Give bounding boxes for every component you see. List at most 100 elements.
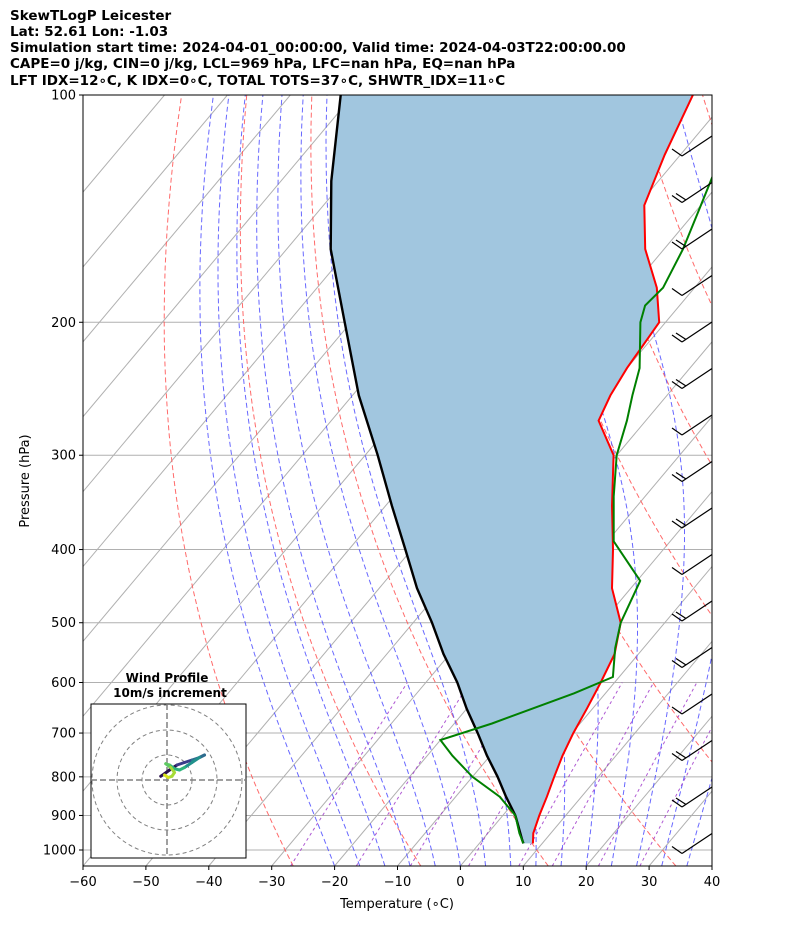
moist-adiabat (199, 95, 336, 866)
wind-barb-flag (675, 797, 687, 806)
wind-barb (681, 461, 713, 482)
wind-barb-flag (675, 750, 687, 759)
isotherm (83, 95, 417, 493)
wind-barb (681, 321, 713, 343)
cin-shading (330, 95, 693, 844)
hodograph-subtitle: 10m/s increment (113, 686, 227, 700)
wind-barb-flag (671, 474, 683, 482)
y-tick-label: 700 (51, 727, 76, 742)
dry-adiabat (636, 95, 712, 307)
wind-barb-flag (671, 288, 683, 296)
wind-barb (681, 507, 713, 529)
moist-adiabat (217, 95, 361, 866)
x-tick-label: 40 (704, 875, 721, 890)
wind-barb (681, 647, 713, 668)
hodograph-inset: Wind Profile 10m/s increment (90, 671, 247, 859)
chart-title-line-5: LFT IDX=12∘C, K IDX=0∘C, TOTAL TOTS=37∘C… (10, 73, 506, 89)
wind-barb (681, 833, 713, 854)
mixing-ratio-line (518, 682, 623, 866)
wind-barb (681, 786, 713, 808)
wind-barb-flag (675, 611, 687, 620)
wind-barb-flag (671, 334, 683, 343)
mixing-ratio-line (290, 682, 408, 866)
x-tick-label: −20 (321, 875, 348, 890)
isotherm (83, 95, 228, 268)
x-tick-label: −10 (384, 875, 411, 890)
hodograph-layer (91, 704, 246, 858)
y-tick-label: 800 (51, 770, 76, 785)
x-tick-label: −40 (195, 875, 222, 890)
wind-barb-flag (671, 241, 683, 250)
x-tick-label: −30 (258, 875, 285, 890)
temperature-line (531, 95, 694, 844)
y-tick-label: 500 (51, 616, 76, 631)
dry-adiabat (702, 95, 712, 127)
isotherm (334, 415, 712, 866)
wind-barb-flag (675, 239, 687, 248)
chart-title-line-4: CAPE=0 j/kg, CIN=0 j/kg, LCL=969 hPa, LF… (10, 56, 516, 72)
x-tick-label: 30 (641, 875, 658, 890)
moist-adiabat (711, 864, 712, 866)
mixing-ratio-line (551, 682, 655, 866)
y-tick-label: 200 (51, 316, 76, 331)
moist-adiabat (277, 95, 436, 866)
wind-barb (681, 275, 713, 296)
wind-barb (681, 740, 713, 761)
wind-barb-flag (671, 381, 683, 389)
wind-barb (681, 414, 713, 436)
wind-barb (681, 693, 713, 715)
x-axis-label: Temperature (∘C) (339, 897, 454, 912)
dry-adiabat (163, 95, 294, 866)
y-axis-label: Pressure (hPa) (18, 434, 33, 527)
isotherm (775, 95, 794, 866)
wind-barb-flag (675, 192, 687, 201)
x-tick-label: −50 (132, 875, 159, 890)
y-tick-label: 300 (51, 449, 76, 464)
chart-title-line-3: Simulation start time: 2024-04-01_00:00:… (10, 40, 626, 56)
wind-barb-flag (671, 427, 683, 436)
wind-barb-flag (671, 195, 683, 203)
moist-adiabat (325, 95, 487, 866)
wind-barb (681, 228, 713, 250)
isotherm (83, 95, 291, 343)
x-tick-label: −60 (69, 875, 96, 890)
isotherm (83, 95, 354, 418)
x-tick-label: 0 (456, 875, 464, 890)
dewpoint-line (438, 175, 712, 844)
wind-barb (681, 554, 713, 575)
data-layer (329, 95, 712, 844)
y-tick-label: 900 (51, 809, 76, 824)
wind-barb-flag (671, 567, 683, 575)
hodograph-segment (163, 773, 170, 779)
wind-barb (681, 600, 713, 622)
wind-barb-flag (675, 378, 687, 387)
hodograph-title: Wind Profile (126, 671, 209, 685)
x-tick-label: 10 (515, 875, 532, 890)
moist-adiabat (661, 95, 712, 866)
mixing-ratio-line (597, 682, 698, 866)
axis-layer: −60 −50 −40 −30 −20 −10 0 10 20 30 40 1000 900 800 700… (43, 89, 720, 891)
wind-barbs (671, 135, 713, 854)
moist-adiabat (300, 95, 461, 866)
wind-barb-flag (671, 799, 683, 808)
wind-barb-flag (675, 657, 687, 666)
wind-barb-flag (671, 613, 683, 622)
wind-barb-flag (671, 660, 683, 668)
x-tick-label: 20 (578, 875, 595, 890)
y-tick-label: 400 (51, 543, 76, 558)
wind-barb (681, 368, 713, 389)
y-tick-label: 1000 (43, 844, 76, 859)
hodograph-segment (190, 756, 201, 764)
wind-barb-flag (671, 520, 683, 529)
isotherm (522, 640, 712, 866)
wind-barb-flag (671, 846, 683, 854)
isotherm (711, 865, 712, 866)
wind-barb-flag (675, 332, 687, 341)
wind-barb-flag (675, 471, 687, 480)
dry-adiabat (310, 95, 549, 866)
isotherm (648, 790, 712, 866)
wind-barb-flag (671, 753, 683, 761)
chart-title-line-2: Lat: 52.61 Lon: -1.03 (10, 24, 169, 40)
wind-barb-flag (671, 148, 683, 157)
